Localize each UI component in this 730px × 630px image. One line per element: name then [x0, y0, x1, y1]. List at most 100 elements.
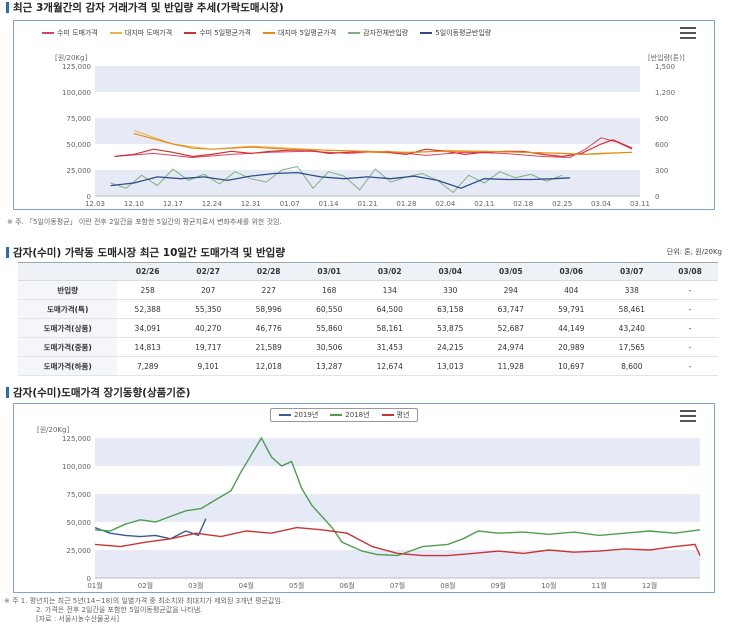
x-tick-label: 07월: [390, 581, 405, 590]
legend-item[interactable]: 5일이동평균반입량: [420, 28, 491, 38]
section1-title-text: 최근 3개월간의 감자 거래가격 및 반입량 추세(가락도매시장): [13, 2, 284, 14]
x-tick-label: 03.11: [630, 200, 650, 208]
legend-item[interactable]: 평년: [381, 410, 409, 420]
table-cell: -: [662, 299, 718, 319]
legend-item[interactable]: 수미 5일평균가격: [184, 28, 251, 38]
table-cell: 46,776: [238, 318, 299, 338]
y-tick-label: 25,000: [67, 547, 92, 555]
table-cell: 13,287: [298, 356, 360, 376]
y2-axis-label: [반입량(톤)]: [648, 53, 685, 62]
legend-label: 5일이동평균반입량: [435, 29, 492, 37]
table-cell: 7,289: [117, 356, 178, 376]
y2-tick-label: 300: [655, 167, 668, 175]
table-row: 반입량 258 207 227 168 134 330 294 404 338-: [18, 280, 718, 300]
table-cell: 134: [359, 280, 420, 300]
section2-unit: 단위: 톤, 원/20Kg: [666, 248, 722, 256]
x-tick-label: 06월: [339, 581, 354, 590]
table-header-cell: 02/28: [238, 262, 299, 281]
table-cell: 17,565: [601, 337, 663, 357]
y-axis-label: [원/20Kg]: [55, 53, 87, 62]
title-marker: [6, 387, 9, 398]
table-cell: 258: [117, 280, 178, 300]
x-tick-label: 05월: [289, 581, 304, 590]
legend-item[interactable]: 2018년: [330, 410, 370, 420]
legend-label: 수미 5일평균가격: [199, 29, 251, 37]
chart3-legend: 2019년 2018년 평년: [270, 408, 419, 422]
table-cell: -: [662, 318, 718, 338]
x-tick-label: 12.17: [163, 200, 183, 208]
y2-tick-label: 1,200: [655, 89, 675, 97]
table-cell: -: [662, 337, 718, 357]
y-tick-label: 100,000: [62, 463, 91, 471]
table-cell: 34,091: [117, 318, 178, 338]
legend-item[interactable]: 대지마 5일평균가격: [262, 28, 336, 38]
y2-tick-label: 1,500: [655, 63, 675, 71]
x-tick-label: 01월: [87, 581, 102, 590]
table-cell: 404: [541, 280, 602, 300]
x-tick-label: 10월: [541, 581, 556, 590]
table-cell: 207: [177, 280, 239, 300]
table-cell: 64,500: [359, 299, 420, 319]
legend-swatch: [420, 32, 433, 34]
series-line: [110, 171, 570, 189]
table-cell: 40,270: [177, 318, 239, 338]
table-header-cell: 03/01: [298, 262, 360, 281]
section3-note-3: [자료 : 서울시농수산물공사]: [36, 615, 120, 623]
section3-title: 감자(수미)도매가격 장기동향(상품기준): [6, 385, 190, 400]
legend-item[interactable]: 수미 도매가격: [42, 28, 98, 38]
table-cell: 58,461: [601, 299, 663, 319]
y-tick-label: 75,000: [67, 115, 92, 123]
legend-item[interactable]: 대지마 도매가격: [109, 28, 172, 38]
x-tick-label: 04월: [239, 581, 254, 590]
table-header-cell: [18, 262, 118, 281]
row-header-cell: 도매가격(상품): [18, 318, 118, 338]
chart3-svg: 0 25,000 50,000 75,000 100,000 125,000 01월 02월 0…: [37, 425, 701, 590]
x-tick-label: 12월: [642, 581, 657, 590]
table-cell: 24,974: [480, 337, 542, 357]
table-cell: 9,101: [177, 356, 239, 376]
legend-label: 수미 도매가격: [57, 29, 98, 37]
chart3-menu-icon[interactable]: [680, 410, 696, 422]
table-row: 도매가격(상품) 34,091 40,270 46,776 55,860 58,161 53…: [18, 318, 718, 338]
table-header-row: 02/26 02/27 02/28 03/01 03/02 03/04 03/05 03/06…: [18, 262, 718, 281]
y-tick-label: 125,000: [62, 435, 91, 443]
table-header-cell: 02/26: [117, 262, 178, 281]
y2-tick-label: 600: [655, 141, 668, 149]
table-cell: 60,550: [298, 299, 360, 319]
legend-swatch: [348, 32, 361, 34]
table-row: 도매가격(하품) 7,289 9,101 12,018 13,287 12,674 13,0…: [18, 356, 718, 376]
y-tick-label: 50,000: [67, 519, 92, 527]
x-tick-label: 02.11: [474, 200, 494, 208]
legend-item[interactable]: 감자전체반입량: [348, 28, 408, 38]
section3-note-1: ※ 주 1. 평년치는 최근 5년(14~18)의 일별가격 중 최소치와 최대…: [4, 597, 284, 605]
section3-title-text: 감자(수미)도매가격 장기동향(상품기준): [13, 387, 191, 399]
x-tick-label: 12.10: [124, 200, 144, 208]
table-cell: 58,161: [359, 318, 420, 338]
y-axis-label: [원/20Kg]: [37, 425, 69, 434]
legend-swatch: [262, 32, 275, 34]
section3-note-2: 2. 가격은 전후 2일간을 포함한 5일이동평균값을 나타냄.: [36, 606, 203, 614]
table-header-cell: 03/04: [420, 262, 481, 281]
table-cell: -: [662, 356, 718, 376]
table-header-cell: 02/27: [177, 262, 239, 281]
chart1-menu-icon[interactable]: [680, 27, 696, 39]
table-cell: 330: [420, 280, 481, 300]
x-tick-label: 02.04: [435, 200, 456, 208]
plot-band: [95, 66, 640, 92]
table-header-cell: 03/02: [359, 262, 420, 281]
table-cell: 52,687: [480, 318, 542, 338]
table-cell: 19,717: [177, 337, 239, 357]
table-cell: 8,600: [601, 356, 663, 376]
table-cell: 44,149: [541, 318, 602, 338]
legend-swatch: [381, 414, 394, 416]
table-cell: 338: [601, 280, 663, 300]
legend-label: 2018년: [345, 411, 370, 419]
legend-swatch: [279, 414, 291, 416]
table-cell: 59,791: [541, 299, 602, 319]
plot-band: [95, 438, 700, 466]
x-tick-label: 12.31: [241, 200, 261, 208]
table-cell: 53,875: [420, 318, 481, 338]
legend-item[interactable]: 2019년: [279, 410, 318, 420]
x-tick-label: 01.07: [280, 200, 300, 208]
table-header-cell: 03/05: [480, 262, 542, 281]
